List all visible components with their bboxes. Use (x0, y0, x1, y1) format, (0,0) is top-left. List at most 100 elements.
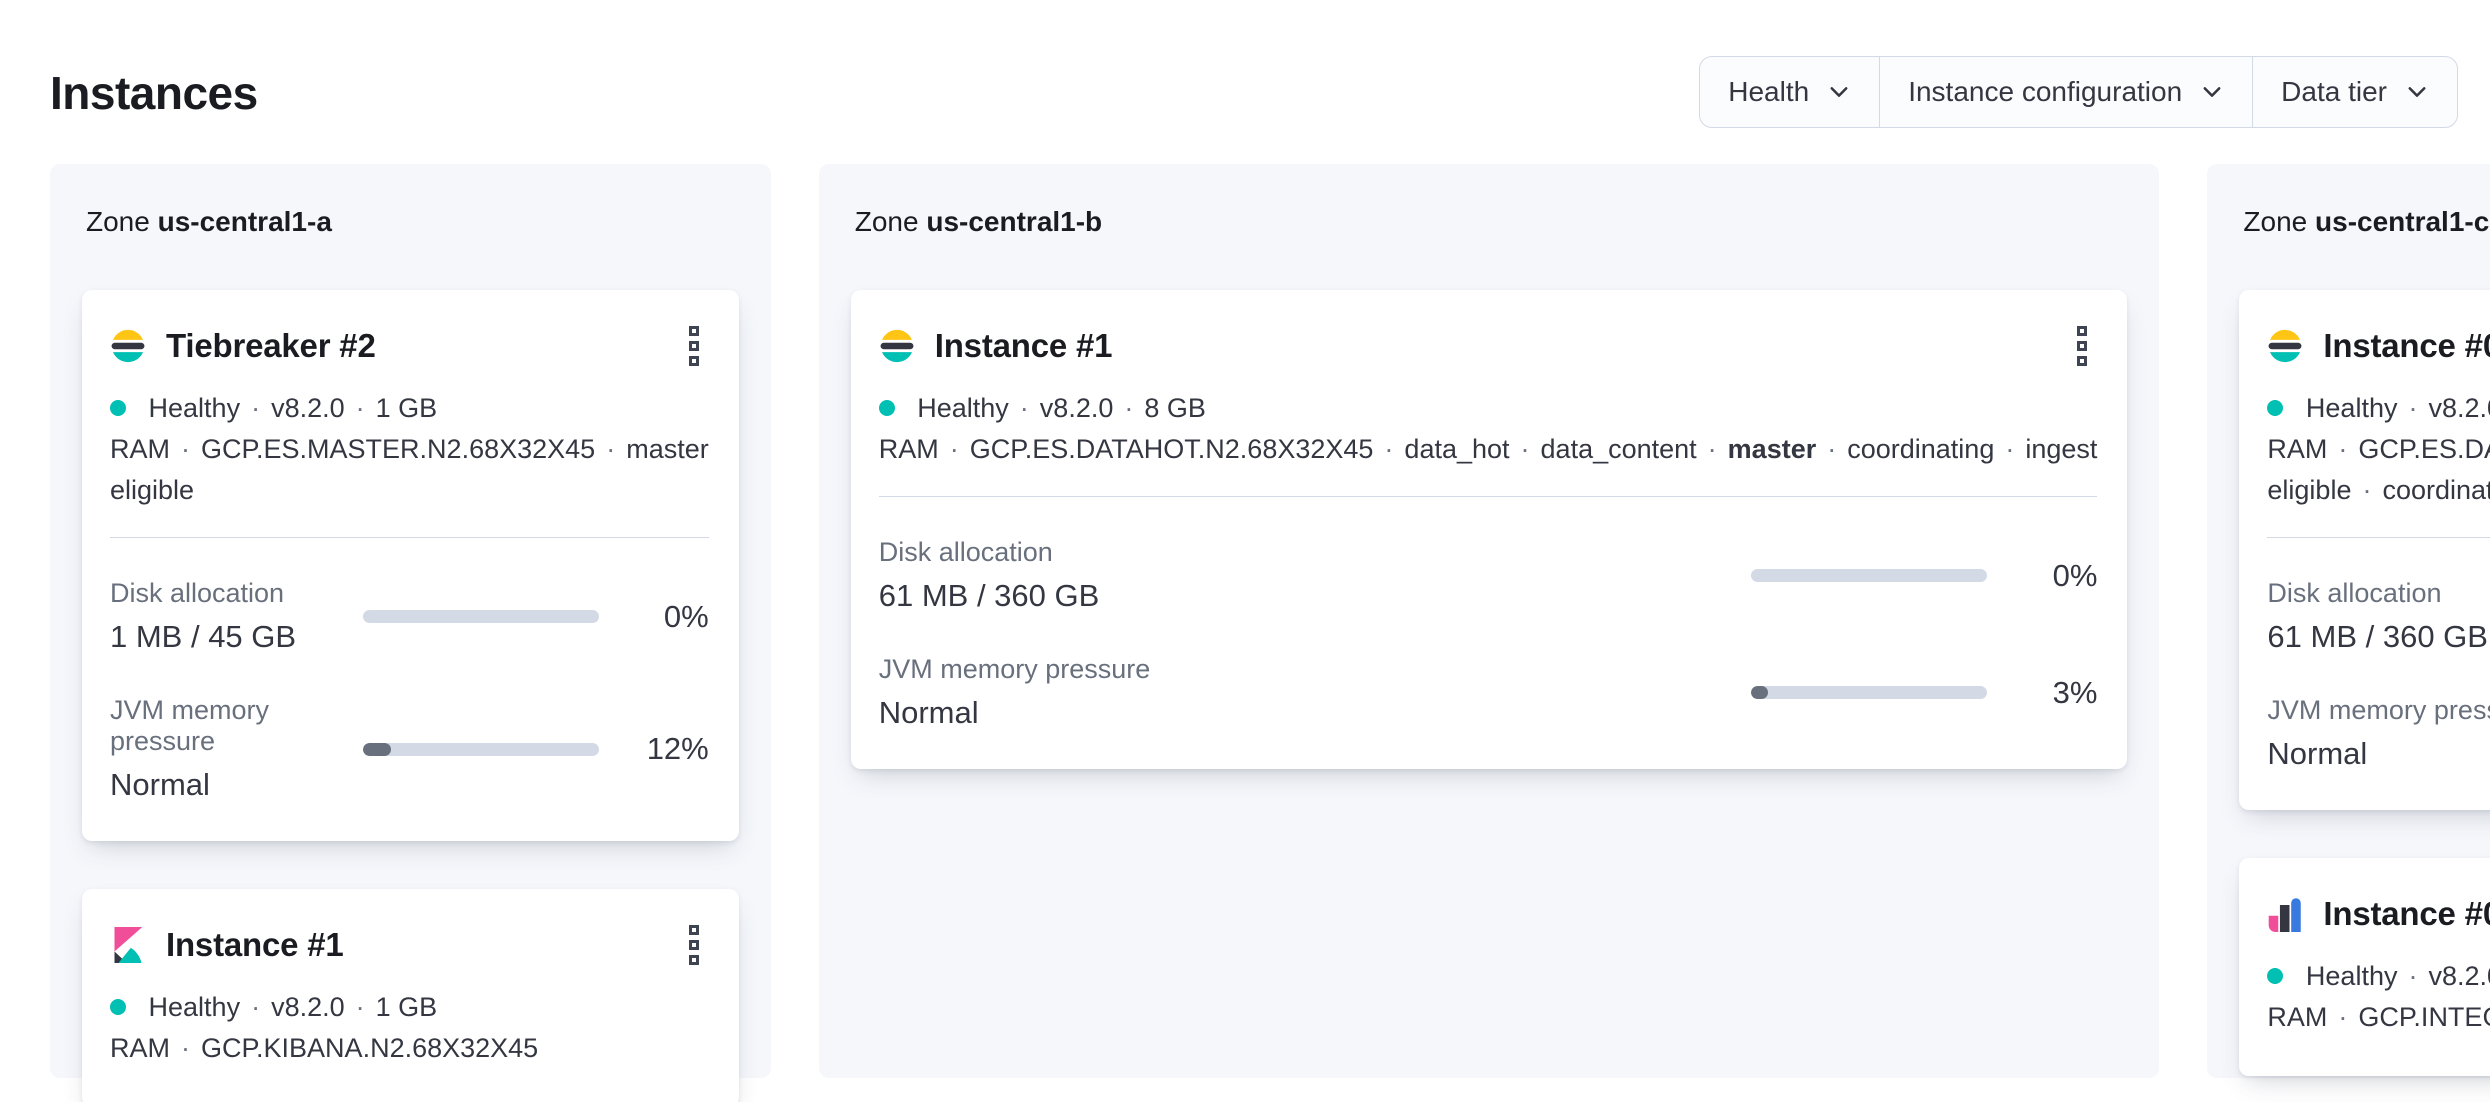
meta-item: 8 GB RAM (878, 393, 1206, 464)
stats: Disk allocation 61 MB / 360 GB 0% JVM me… (2267, 578, 2490, 772)
dot-separator: · (1707, 434, 1717, 464)
zones-row: Zone us-central1-a Tiebreaker #2 Healthy… (0, 164, 2490, 1102)
filter-button-health[interactable]: Health (1700, 57, 1879, 127)
meta-item: v8.2.0 (1039, 393, 1114, 423)
kebab-dot (2077, 341, 2088, 351)
chevron-down-icon (1830, 87, 1848, 97)
chevron-down-icon (2203, 87, 2221, 97)
stat-text: JVM memory pressure Normal (879, 654, 1722, 731)
progress-bar (1751, 569, 1988, 582)
zone-label: Zone us-central1-b (855, 206, 2128, 238)
kebab-dot (688, 940, 699, 950)
filter-button-instance-configuration[interactable]: Instance configuration (1879, 57, 2252, 127)
zone-name: us-central1-a (157, 206, 332, 237)
stat-label: Disk allocation (878, 537, 1053, 567)
elasticsearch-logo-icon (110, 328, 146, 364)
instance-meta: Healthy · v8.2.0 · 1 GB RAM · GCP.ES.MASTER.N2… (110, 388, 709, 511)
dot-separator: · (1019, 393, 1029, 423)
stat-row: Disk allocation 1 MB / 45 GB 0% (110, 578, 709, 655)
meta-item: v8.2.0 (271, 393, 345, 423)
integrations-server-logo-icon (2267, 896, 2303, 932)
stat-value: Normal (878, 695, 979, 730)
stat-label: JVM memory pressure (110, 695, 270, 756)
dot-separator: · (355, 992, 365, 1022)
meta-item: GCP.ES.MASTER.N2.68X32X45 (201, 434, 596, 464)
meta-item: 8 GB RAM (2267, 434, 2328, 464)
stats: Disk allocation 61 MB / 360 GB 0% JVM me… (879, 537, 2098, 731)
stat-label: Disk allocation (110, 578, 285, 608)
stat-label: JVM memory pressure (2267, 695, 2490, 725)
instance-meta: Healthy·v8.2.0·8 GB RAM·GCP.ES.DATAHOT.N… (2267, 388, 2490, 511)
kebab-dot (688, 326, 699, 336)
dot-separator: · (2408, 961, 2418, 991)
dot-separator: · (251, 393, 261, 423)
zone-prefix: Zone (854, 206, 927, 237)
card-divider (878, 496, 2098, 497)
meta-item: Healthy (2305, 961, 2398, 991)
stat-label: Disk allocation (2267, 578, 2442, 608)
zone-label: Zone us-central1-a (86, 206, 739, 238)
stat-percent: 3% (2052, 674, 2098, 710)
meta-item: master (1727, 434, 1817, 464)
zone-label: Zone us-central1-c (2243, 206, 2490, 238)
stat-value: 61 MB / 360 GB (2267, 619, 2488, 654)
stat-percent: 0% (2052, 557, 2098, 593)
stat-row: Disk allocation 61 MB / 360 GB 0% (2267, 578, 2490, 655)
health-dot-icon (110, 400, 126, 416)
meta-item: GCP.KIBANA.N2.68X32X45 (201, 1033, 539, 1063)
card-header: Instance #1 (879, 320, 2098, 372)
instance-actions-menu-button[interactable] (2067, 320, 2097, 372)
card-header: Instance #1 (110, 919, 709, 971)
dot-separator: · (1124, 393, 1134, 423)
meta-item: ingest (2025, 434, 2098, 464)
card-divider (110, 537, 709, 538)
card-divider (2267, 537, 2490, 538)
kebab-dot (688, 341, 699, 351)
meta-item: Healthy (917, 393, 1009, 423)
meta-item: coordinating (1847, 434, 1995, 464)
meta-item: data_content (1540, 434, 1697, 464)
dot-separator: · (1827, 434, 1837, 464)
instance-title: Instance #0 (2323, 327, 2490, 364)
instance-title: Instance #1 (934, 327, 1113, 364)
dot-separator: · (2408, 393, 2418, 423)
meta-item: v8.2.0 (2428, 961, 2490, 991)
filter-group: Health Instance configuration Data tier (1699, 56, 2458, 128)
meta-item: 1 GB RAM (110, 393, 438, 464)
zone-name: us-central1-b (926, 206, 1103, 237)
health-dot-icon (110, 999, 126, 1015)
health-dot-icon (878, 400, 895, 416)
chevron-down-icon (2408, 87, 2426, 97)
stat-value: Normal (2267, 736, 2368, 771)
filter-label: Health (1728, 76, 1810, 107)
meta-item: Healthy (148, 393, 241, 423)
kebab-dot (688, 955, 699, 965)
meta-item: master eligible (110, 434, 709, 505)
elasticsearch-logo-icon (879, 328, 915, 364)
kebab-dot (688, 925, 699, 935)
filter-button-data-tier[interactable]: Data tier (2252, 57, 2457, 127)
meta-item: v8.2.0 (271, 992, 345, 1022)
stat-value: 61 MB / 360 GB (878, 578, 1100, 613)
zone-name: us-central1-c (2315, 206, 2490, 237)
stat-text: JVM memory pressure Normal (2267, 695, 2490, 772)
instance-actions-menu-button[interactable] (679, 320, 709, 372)
meta-item: GCP.INTEGRATIONSSERVER.N2.68X32X45 (2358, 1002, 2490, 1032)
dot-separator: · (1384, 434, 1394, 464)
progress-bar (362, 742, 599, 756)
instance-meta: Healthy·v8.2.0·8 GB RAM·GCP.ES.DATAHOT.N… (878, 388, 2098, 470)
meta-item: Healthy (2305, 393, 2398, 423)
instance-actions-menu-button[interactable] (679, 919, 709, 971)
meta-item: 1 GB RAM (2267, 1002, 2328, 1032)
instance-card-instance-1: Instance #1 Healthy · v8.2.0 · 8 GB RAM · GCP.… (850, 290, 2128, 769)
stat-percent: 12% (646, 731, 709, 766)
kibana-logo-icon (110, 927, 146, 963)
zone-panel-us-central1-b: Zone us-central1-b Instance #1 Healthy · v… (818, 164, 2160, 1078)
filter-label: Instance configuration (1908, 76, 2183, 107)
instance-card-tiebreaker-2: Tiebreaker #2 Healthy · v8.2.0 · 1 GB RAM · GC… (82, 290, 739, 841)
stat-value: Normal (110, 767, 210, 802)
meta-item: coordinating (2382, 475, 2490, 505)
meta-item: Healthy (148, 992, 241, 1022)
stat-text: JVM memory pressure Normal (110, 695, 333, 803)
stat-text: Disk allocation 61 MB / 360 GB (879, 537, 1722, 614)
